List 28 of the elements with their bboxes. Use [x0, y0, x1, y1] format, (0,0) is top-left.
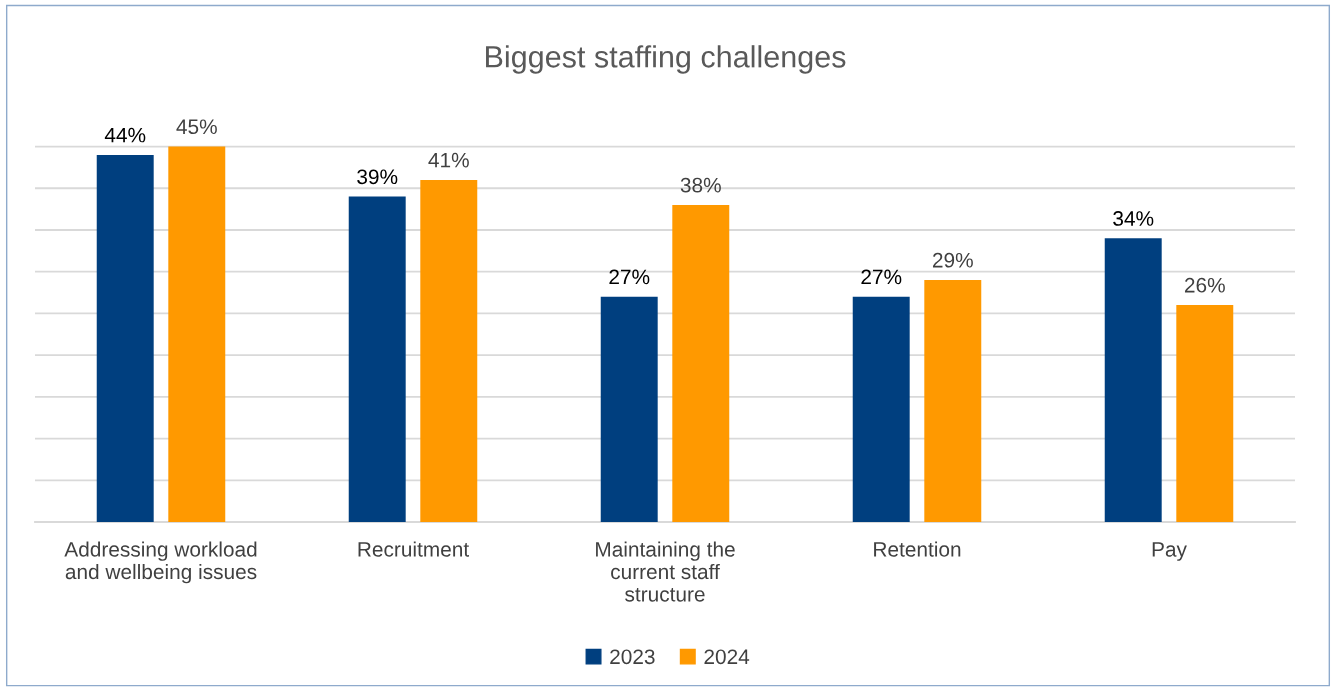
data-label: 44% [104, 127, 146, 143]
bar [420, 179, 478, 522]
legend-label: 2024 [704, 649, 750, 665]
bar [348, 196, 406, 522]
data-label: 38% [680, 177, 721, 193]
data-label: 29% [932, 252, 973, 268]
bar [1176, 305, 1234, 522]
x-tick-label: Addressing workload and wellbeing issues [64, 541, 257, 584]
data-label: 41% [428, 152, 469, 168]
bar [96, 154, 154, 522]
data-label: 27% [861, 269, 902, 285]
data-label: 39% [357, 169, 398, 185]
chart-title: Biggest staffing challenges [486, 45, 846, 74]
bar [852, 296, 910, 522]
data-label: 45% [176, 119, 217, 135]
data-label: 27% [609, 269, 650, 285]
data-label: 26% [1184, 277, 1225, 293]
x-tick-label: Pay [1152, 542, 1187, 561]
x-tick-label: Recruitment [358, 541, 469, 557]
bar [1104, 238, 1162, 522]
bar [600, 296, 658, 522]
legend-label: 2023 [610, 649, 655, 665]
bar [168, 146, 226, 522]
x-tick-label: Retention [874, 541, 961, 557]
x-tick-label: Maintaining the current staff structure [596, 541, 735, 602]
bar [924, 280, 982, 522]
data-label: 34% [1113, 211, 1154, 226]
bar [672, 204, 730, 522]
